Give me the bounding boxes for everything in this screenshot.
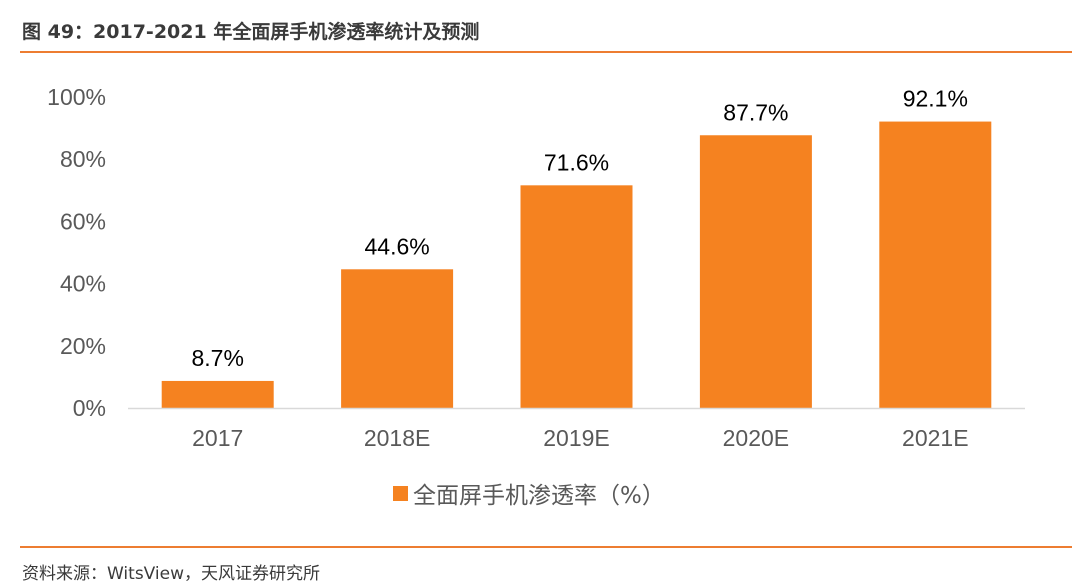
bar [699,135,812,409]
y-tick-label: 40% [60,271,106,297]
data-label: 44.6% [364,233,429,259]
x-tick-label: 2021E [902,425,969,451]
data-label: 92.1% [903,86,968,112]
y-tick-label: 0% [73,395,106,421]
y-axis-ticks: 0% 20% 40% 60% 80% 100% [47,84,106,421]
bar-chart: 0% 20% 40% 60% 80% 100% 8.7% 44.6% 71.6% 87.7% 92… [47,84,1025,509]
bar [341,269,454,408]
footer-divider [20,546,1072,548]
x-axis-ticks: 2017 2018E 2019E 2020E 2021E [192,425,968,451]
x-tick-label: 2020E [723,425,790,451]
legend-label: 全面屏手机渗透率（%） [413,483,665,509]
bars-group [161,121,992,409]
title-divider [20,51,1072,53]
x-tick-label: 2017 [192,425,243,451]
bar [520,185,633,408]
data-label: 87.7% [723,99,788,125]
y-tick-label: 80% [60,146,106,172]
y-tick-label: 100% [47,84,106,110]
y-tick-label: 60% [60,208,106,234]
source-note: 资料来源：WitsView，天风证券研究所 [22,564,321,584]
bar [161,380,274,408]
bar [879,121,992,408]
legend: 全面屏手机渗透率（%） [393,483,665,509]
x-tick-label: 2019E [543,425,610,451]
legend-swatch [393,486,408,501]
x-tick-label: 2018E [364,425,431,451]
data-label: 71.6% [544,149,609,175]
data-labels-group: 8.7% 44.6% 71.6% 87.7% 92.1% [191,86,967,371]
figure-title: 图 49：2017-2021 年全面屏手机渗透率统计及预测 [22,21,480,43]
y-tick-label: 20% [60,333,106,359]
data-label: 8.7% [191,345,243,371]
